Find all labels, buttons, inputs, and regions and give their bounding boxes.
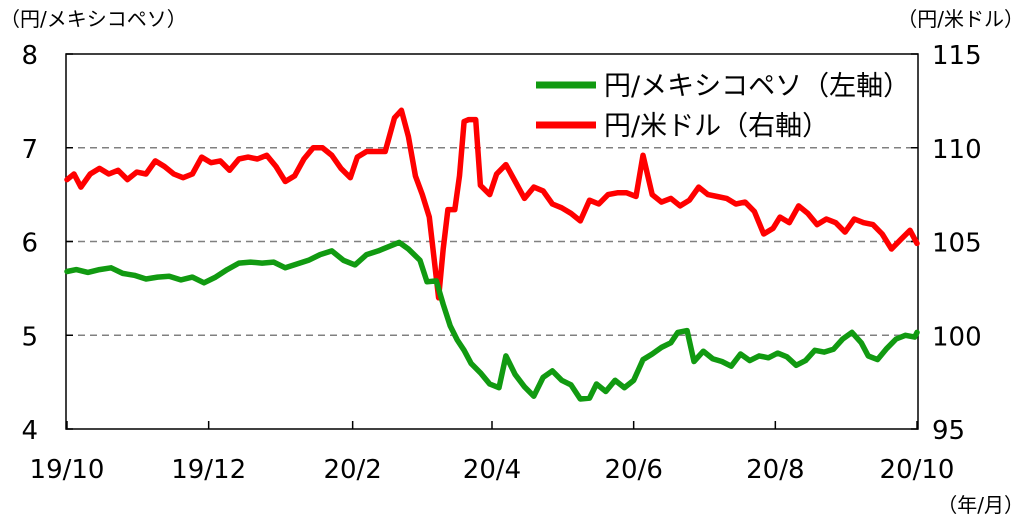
right-y-axis: 95 100 105 110 115 bbox=[911, 41, 982, 446]
x-tick-label: 19/12 bbox=[171, 455, 246, 485]
x-tick-label: 20/10 bbox=[880, 455, 955, 485]
series-lines bbox=[64, 107, 920, 402]
legend: 円/メキシコペソ（左軸） 円/米ドル（右軸） bbox=[536, 71, 910, 142]
x-tick-label: 20/2 bbox=[323, 455, 381, 485]
right-axis-unit: （円/米ドル） bbox=[897, 7, 1024, 31]
x-tick-label: 20/4 bbox=[463, 455, 521, 485]
x-tick-label: 19/10 bbox=[30, 455, 105, 485]
series-line-jpy-usd bbox=[64, 107, 920, 301]
x-axis-unit: （年/月） bbox=[937, 493, 1024, 517]
y-right-tick-label: 105 bbox=[932, 229, 982, 259]
y-left-tick-label: 6 bbox=[21, 229, 38, 259]
gridlines bbox=[66, 147, 918, 336]
series-line-jpy-mxn bbox=[64, 239, 920, 402]
legend-label-usd: 円/米ドル（右軸） bbox=[604, 111, 829, 142]
y-right-tick-label: 100 bbox=[932, 322, 982, 352]
x-tick-label: 20/6 bbox=[604, 455, 662, 485]
x-axis-ticks: 19/10 19/12 20/2 20/4 20/6 20/8 20/10 bbox=[30, 421, 955, 485]
y-left-tick-label: 8 bbox=[21, 41, 38, 71]
y-left-tick-label: 7 bbox=[21, 135, 38, 165]
y-right-tick-label: 110 bbox=[932, 135, 982, 165]
legend-label-mxn: 円/メキシコペソ（左軸） bbox=[604, 71, 910, 102]
y-left-tick-label: 4 bbox=[21, 416, 38, 446]
y-right-tick-label: 95 bbox=[932, 416, 965, 446]
y-left-tick-label: 5 bbox=[21, 322, 38, 352]
left-y-axis: 4 5 6 7 8 bbox=[21, 41, 73, 446]
left-axis-unit: （円/メキシコペソ） bbox=[0, 7, 187, 31]
x-tick-label: 20/8 bbox=[746, 455, 804, 485]
y-right-tick-label: 115 bbox=[932, 41, 982, 71]
